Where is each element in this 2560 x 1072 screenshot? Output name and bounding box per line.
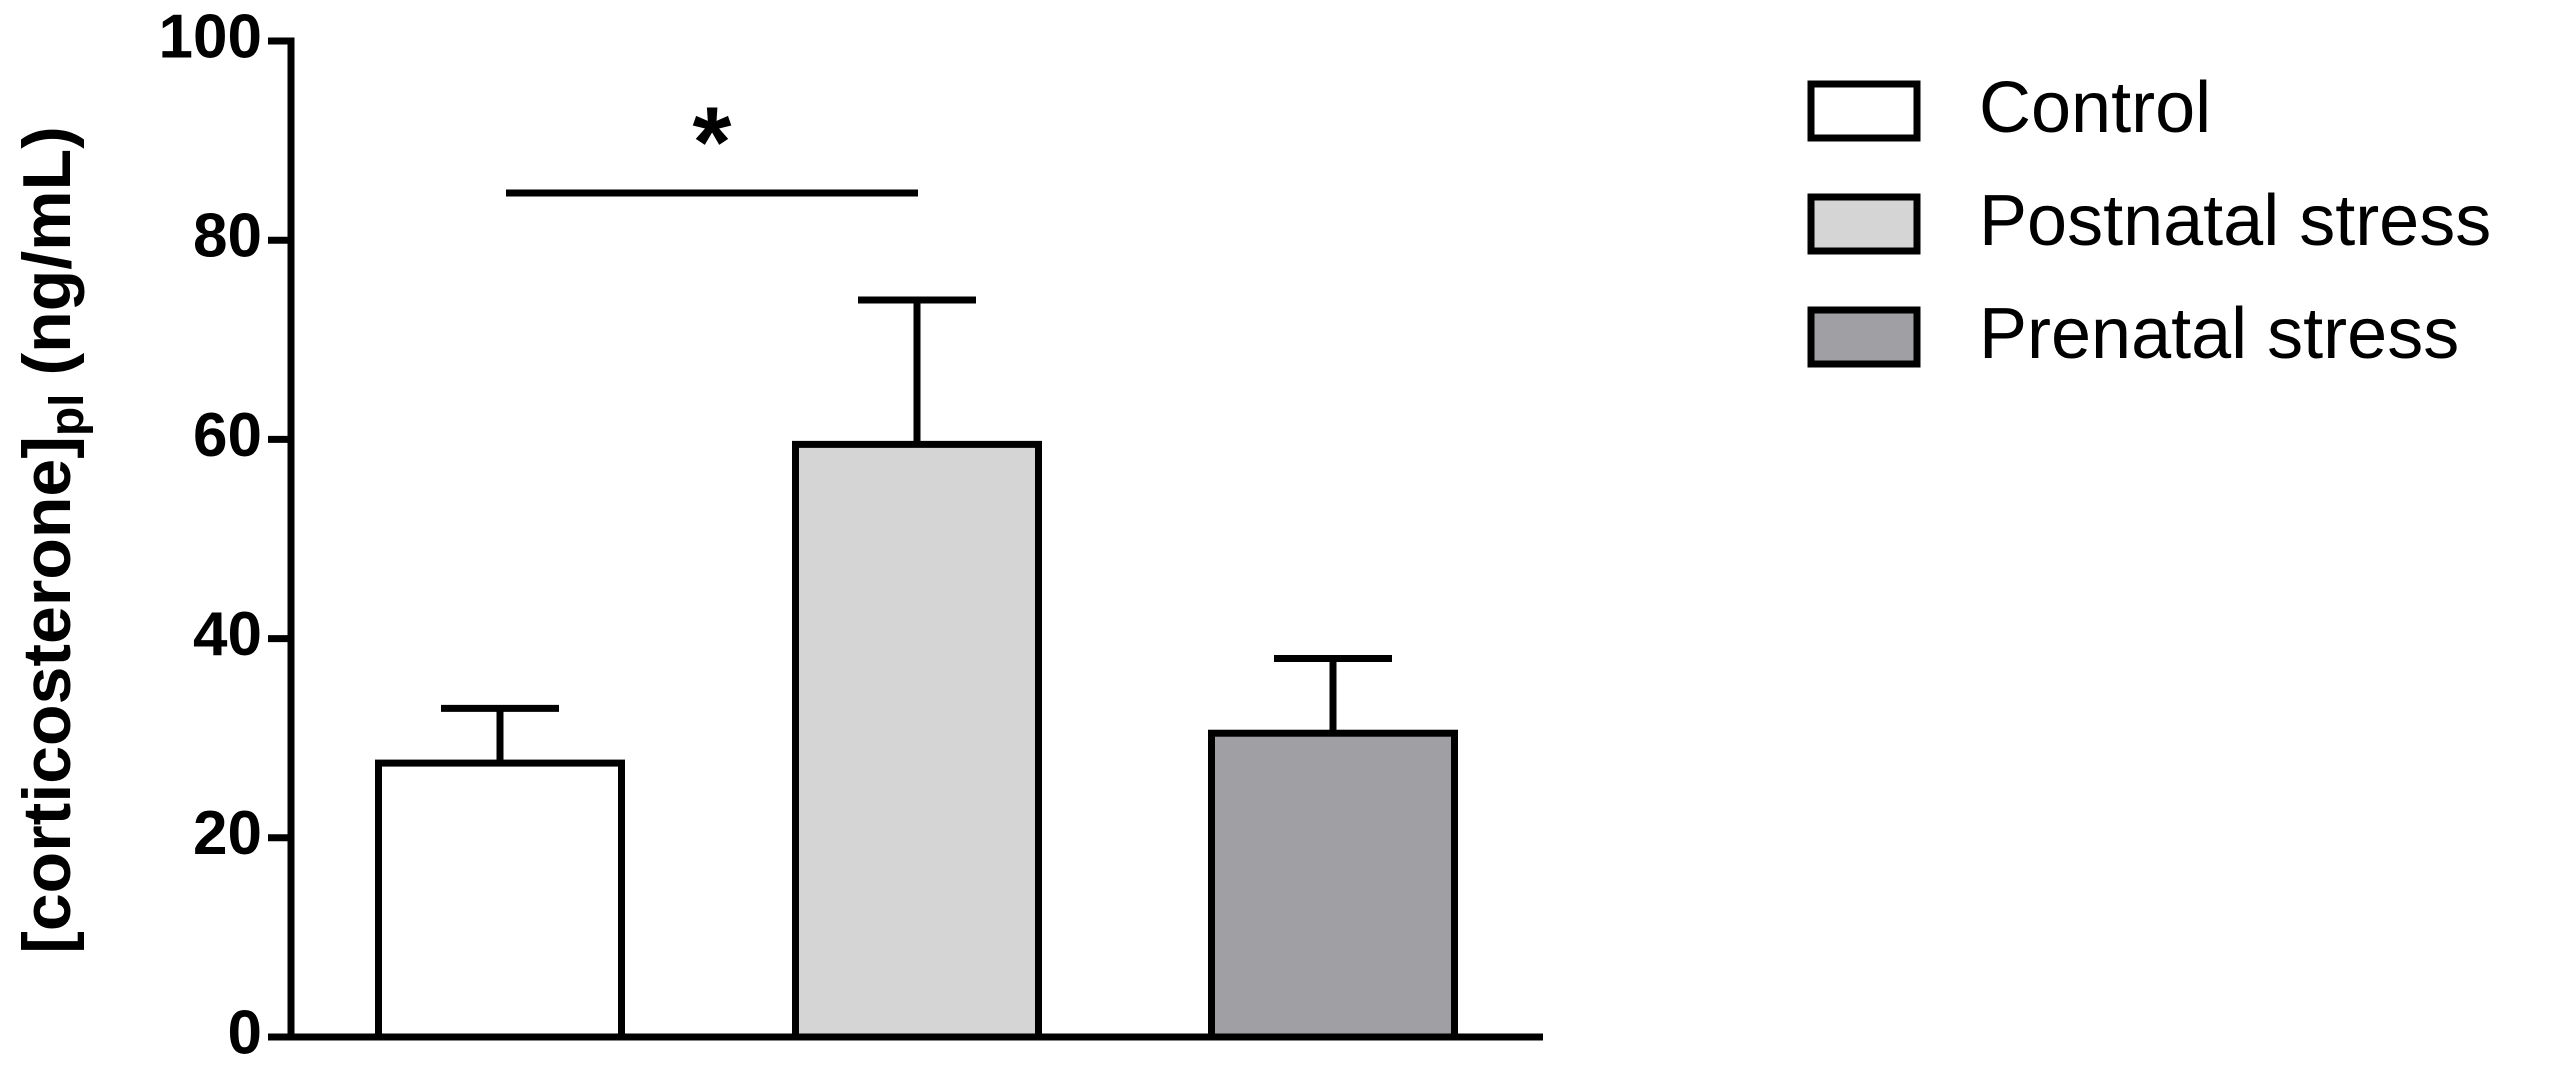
legend-label: Prenatal stress — [1979, 294, 2459, 374]
y-tick-label: 40 — [193, 600, 262, 669]
y-tick-label: 100 — [159, 2, 262, 71]
y-axis-label: [corticosterone]pl (ng/mL) — [9, 126, 94, 954]
significance-label: * — [693, 86, 732, 198]
y-tick-label: 60 — [193, 401, 262, 470]
legend-swatch — [1807, 306, 1921, 368]
legend-swatch — [1807, 80, 1921, 142]
legend-swatch — [1807, 193, 1921, 255]
legend-label: Control — [1979, 68, 2211, 148]
bar — [1208, 729, 1458, 1041]
y-tick-label: 80 — [193, 202, 262, 271]
legend-label: Postnatal stress — [1979, 181, 2491, 261]
bar — [792, 440, 1042, 1041]
y-label-subscript: pl — [41, 393, 94, 436]
y-tick-label: 0 — [228, 998, 262, 1067]
bar — [375, 759, 625, 1041]
y-label-text: [corticosterone] — [9, 436, 85, 954]
y-tick-label: 20 — [193, 799, 262, 868]
y-label-unit: (ng/mL) — [9, 126, 85, 375]
